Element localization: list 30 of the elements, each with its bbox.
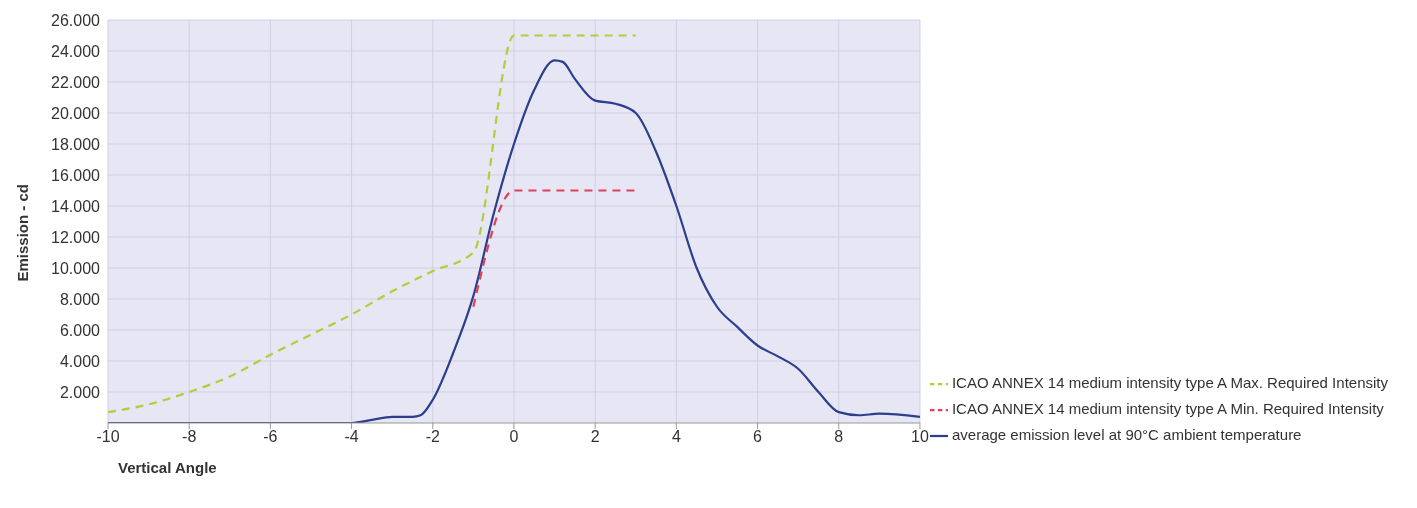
y-tick-label: 12.000	[51, 228, 101, 246]
y-tick-label: 20.000	[51, 104, 101, 122]
y-tick-label: 4.000	[59, 352, 101, 370]
line-series	[108, 34, 637, 414]
x-tick-label: 0	[509, 428, 519, 446]
legend-label: ICAO ANNEX 14 medium intensity type A Max. Required Intensity	[951, 374, 1388, 391]
x-tick-label: -2	[425, 428, 440, 446]
y-tick-label: 6.000	[59, 321, 101, 339]
y-tick-label: 14.000	[51, 197, 101, 215]
y-tick-label: 10.000	[51, 259, 101, 277]
legend-label: ICAO ANNEX 14 medium intensity type A Min. Required Intensity	[951, 400, 1384, 417]
y-tick-label: 22.000	[51, 73, 101, 91]
x-tick-label: 10	[911, 428, 929, 446]
y-tick-label: 26.000	[51, 11, 101, 29]
legend-label: average emission level at 90°C ambient temperature	[951, 426, 1302, 443]
x-tick-label: 8	[834, 428, 844, 446]
y-tick-label: 16.000	[51, 166, 101, 184]
x-axis-title: Vertical Angle	[118, 459, 217, 476]
x-tick-label: -10	[96, 428, 120, 446]
y-tick-label: 2.000	[59, 383, 101, 401]
x-tick-label: -4	[344, 428, 359, 446]
x-tick-label: -6	[263, 428, 278, 446]
y-tick-label: 8.000	[59, 290, 101, 308]
x-tick-label: 2	[590, 428, 600, 446]
y-tick-label: 18.000	[51, 135, 101, 153]
y-axis-title: Emission - cd	[14, 183, 32, 282]
x-tick-label: 6	[753, 428, 763, 446]
x-tick-label: -8	[182, 428, 197, 446]
y-tick-label: 24.000	[51, 42, 101, 60]
x-tick-label: 4	[671, 428, 681, 446]
